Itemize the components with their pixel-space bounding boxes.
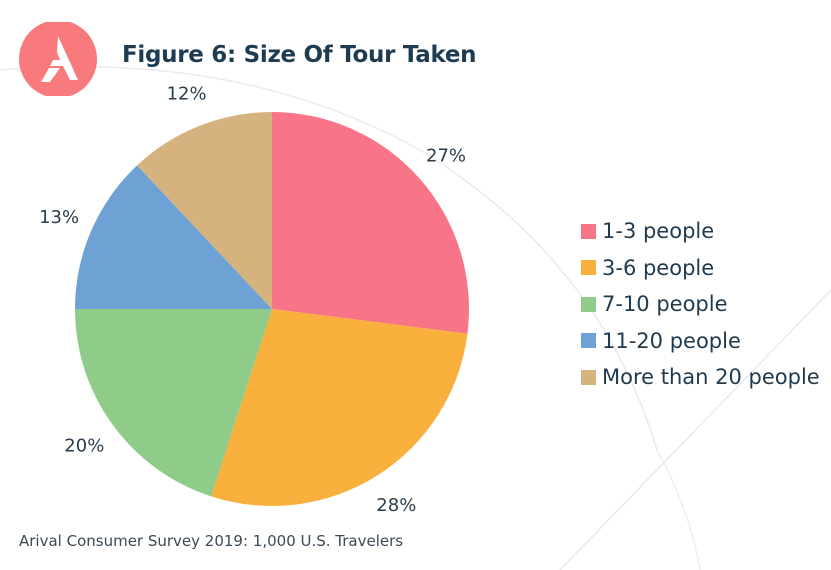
chart-legend: 1-3 people 3-6 people 7-10 people 11-20 … (581, 213, 820, 396)
legend-swatch (581, 223, 596, 239)
chart-title: Figure 6: Size Of Tour Taken (122, 42, 477, 68)
legend-swatch (581, 260, 596, 276)
pie-data-label: 20% (64, 435, 104, 456)
legend-label: 7-10 people (602, 292, 728, 317)
legend-item-1-3-people: 1-3 people (581, 213, 820, 250)
legend-label: 11-20 people (602, 328, 741, 353)
legend-label: More than 20 people (602, 365, 820, 390)
legend-item-3-6-people: 3-6 people (581, 250, 820, 287)
legend-label: 3-6 people (602, 255, 715, 280)
legend-swatch (581, 369, 596, 385)
pie-slice-7-10-people (75, 309, 272, 497)
background-arc (0, 65, 658, 451)
pie-slice-more-than-20-people (137, 112, 272, 309)
pie-data-label: 13% (39, 207, 79, 228)
background-diagonal (559, 289, 831, 570)
legend-item-more-than-20-people: More than 20 people (581, 359, 820, 396)
legend-item-11-20-people: 11-20 people (581, 323, 820, 360)
arival-logo-icon (19, 22, 97, 96)
pie-slice-11-20-people (75, 165, 272, 309)
legend-swatch (581, 333, 596, 349)
pie-data-label: 27% (426, 146, 466, 167)
legend-label: 1-3 people (602, 219, 715, 244)
legend-item-7-10-people: 7-10 people (581, 286, 820, 323)
pie-slice-1-3-people (272, 112, 469, 334)
pie-data-label: 28% (376, 495, 416, 516)
pie-slice-3-6-people (211, 309, 468, 506)
source-note: Arival Consumer Survey 2019: 1,000 U.S. … (19, 532, 404, 550)
pie-data-label: 12% (167, 83, 207, 104)
legend-swatch (581, 296, 596, 312)
